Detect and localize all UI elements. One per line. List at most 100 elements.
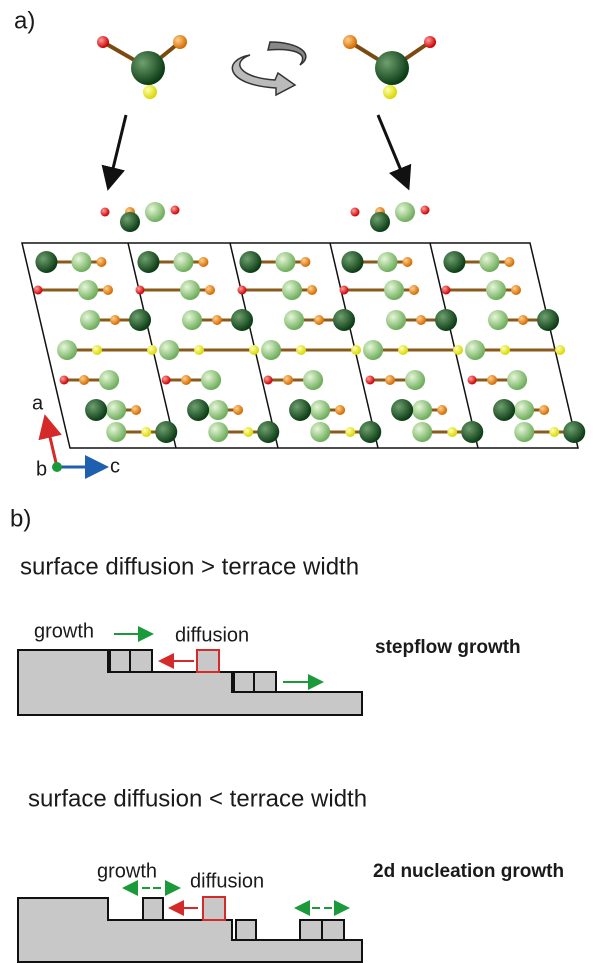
atom (101, 208, 110, 217)
atom (283, 375, 293, 385)
atom (257, 421, 279, 443)
figure: a) a b c b) surface di (0, 0, 595, 963)
atom (412, 400, 432, 420)
atom (504, 257, 514, 267)
atom (421, 206, 430, 215)
result: 2d nucleation growth (373, 861, 564, 882)
atom (395, 202, 415, 222)
atom (447, 427, 457, 437)
atom (345, 427, 355, 437)
atom (333, 309, 355, 331)
axis-label: a (32, 392, 44, 414)
atom (511, 285, 521, 295)
step-diagram (18, 888, 362, 962)
atom (384, 280, 404, 300)
atom (60, 376, 69, 385)
atom (335, 405, 345, 415)
atom (85, 399, 107, 421)
growth-label: growth (34, 620, 94, 642)
atom (366, 376, 375, 385)
atom (137, 251, 159, 273)
atom (198, 257, 208, 267)
atom (296, 345, 306, 355)
atom (461, 421, 483, 443)
atom (377, 252, 397, 272)
atom (96, 257, 106, 267)
atom (549, 427, 559, 437)
atom (363, 340, 383, 360)
atom (106, 400, 126, 420)
atom (129, 309, 151, 331)
diffusion-label: diffusion (190, 870, 264, 892)
atom (243, 427, 253, 437)
condition: surface diffusion > terrace width (20, 553, 359, 580)
growth-label: growth (97, 860, 157, 882)
atom (303, 370, 323, 390)
atom (171, 206, 180, 215)
atom (514, 400, 534, 420)
atom (385, 375, 395, 385)
atom (282, 280, 302, 300)
atom (159, 340, 179, 360)
atom (486, 280, 506, 300)
atom (479, 252, 499, 272)
atom (106, 422, 126, 442)
atom (173, 252, 193, 272)
atom (182, 310, 202, 330)
atom (493, 399, 515, 421)
atom (120, 212, 140, 232)
atom (487, 375, 497, 385)
atom (212, 315, 222, 325)
atom (488, 310, 508, 330)
atom (78, 280, 98, 300)
atom (136, 286, 145, 295)
condition: surface diffusion < terrace width (28, 785, 367, 812)
atom (398, 345, 408, 355)
atom (71, 252, 91, 272)
atom (416, 315, 426, 325)
atom (351, 208, 360, 217)
atom (412, 422, 432, 442)
atom (155, 421, 177, 443)
atom (194, 345, 204, 355)
atom (264, 376, 273, 385)
atom (233, 405, 243, 415)
atom (92, 345, 102, 355)
atom (231, 309, 253, 331)
atom (435, 309, 457, 331)
atom (351, 345, 361, 355)
atom (340, 286, 349, 295)
atom (518, 315, 528, 325)
atom (402, 257, 412, 267)
atom (500, 345, 510, 355)
atom (35, 251, 57, 273)
atom (465, 340, 485, 360)
atom (145, 202, 165, 222)
axes-indicator: a b c (32, 392, 120, 480)
atom (80, 310, 100, 330)
atom (507, 370, 527, 390)
atom (187, 399, 209, 421)
atom (261, 340, 281, 360)
atom (409, 285, 419, 295)
atom (359, 421, 381, 443)
atom (208, 400, 228, 420)
atom (275, 252, 295, 272)
atom (514, 422, 534, 442)
atom (539, 405, 549, 415)
atom (162, 376, 171, 385)
atom (468, 376, 477, 385)
atom (99, 370, 119, 390)
axis-label: b (36, 458, 47, 480)
atom (103, 285, 113, 295)
atom (131, 405, 141, 415)
crystal-structure (22, 202, 585, 448)
atom (300, 257, 310, 267)
atom (307, 285, 317, 295)
atom (370, 212, 390, 232)
atom (238, 286, 247, 295)
atom (180, 280, 200, 300)
atom (205, 285, 215, 295)
atom (537, 309, 559, 331)
atom (405, 370, 425, 390)
